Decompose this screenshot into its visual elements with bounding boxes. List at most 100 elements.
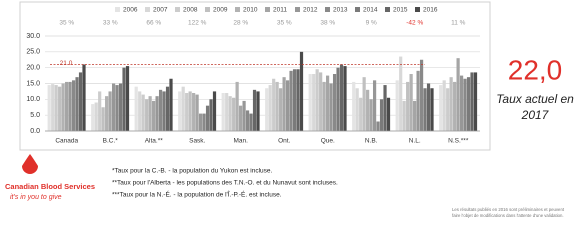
bar [399,56,403,132]
bar [466,77,471,131]
bar [292,69,297,131]
bar [279,88,283,131]
bar [212,91,217,131]
legend-swatch [265,7,270,12]
bar [78,72,83,131]
bar [446,88,450,131]
bar [162,91,166,131]
bar [47,85,51,131]
bar [362,77,366,131]
y-tick-label: 30.0 [26,33,40,40]
bar [232,97,236,131]
bar [181,86,185,131]
bar [122,67,126,131]
legend-swatch [325,7,330,12]
bar [413,100,417,131]
x-tick-label: Sask. [189,138,205,145]
bar [376,121,380,131]
bar [169,78,173,131]
bar [242,100,246,131]
legend-swatch [205,7,210,12]
logo-tagline: it's in you to give [10,194,62,201]
bar [395,80,399,131]
bar [329,83,333,131]
bar [91,104,95,131]
bar [101,107,105,131]
bar [430,88,434,131]
bar [225,93,229,131]
bar [449,77,453,131]
bar [470,72,474,131]
legend-label: 2012 [303,7,318,14]
bar [148,96,152,131]
bar [68,81,72,131]
bar [308,74,312,131]
bar [453,81,457,131]
bar [115,85,119,131]
bar [339,64,344,131]
bar [205,105,210,131]
bar [332,74,337,131]
bar [61,83,65,131]
bar [386,97,391,131]
bar [235,81,239,131]
bar [419,59,424,131]
bar [275,81,279,131]
bar [355,88,359,131]
bar [54,85,58,131]
bar [456,58,460,131]
bar [82,64,86,131]
bar [383,85,387,131]
bar [289,70,293,131]
logo-name: Canadian Blood Services [5,182,95,191]
bar [188,91,192,131]
bar [178,91,182,131]
legend-swatch [175,7,180,12]
growth-label: 66 % [146,20,161,27]
legend-label: 2013 [333,7,348,14]
x-tick-label: B.C.* [103,138,119,145]
bar [352,81,356,131]
bar [192,93,196,131]
bar [94,102,98,131]
bar [272,78,276,131]
bar [158,89,163,131]
bar [252,89,257,131]
growth-label: 9 % [366,20,377,27]
bar [75,77,79,131]
current-rate: 22,0 [508,54,563,85]
bar [145,99,149,131]
bar [111,83,116,131]
y-tick-label: 10.0 [26,96,40,103]
bar [125,66,130,131]
bar [239,105,243,131]
bar [439,85,443,131]
legend-label: 2016 [423,7,438,14]
x-tick-label: Canada [55,138,78,145]
x-tick-label: Alta.** [145,138,164,145]
bar [369,99,373,131]
growth-label: 28 % [233,20,248,27]
bar [152,100,156,131]
legend-swatch [355,7,360,12]
legend-swatch [415,7,420,12]
bar [198,113,203,131]
bar [265,88,269,131]
bar [402,100,406,131]
legend-label: 2009 [213,7,228,14]
y-tick-label: 0.0 [30,128,40,135]
bar [228,96,232,131]
bar [58,86,62,131]
page: 22,0 Taux actuel en 2017 Canadian Blood … [5,1,574,218]
reference-label: 21.0 [60,60,73,67]
footnote: **Taux pour l'Alberta - les populations … [112,180,338,187]
bar [296,69,300,131]
bar [463,78,467,131]
bar [312,74,316,131]
x-tick-label: Ont. [278,138,290,145]
x-tick-label: N.B. [365,138,378,145]
legend-label: 2010 [243,7,258,14]
bar [366,89,370,131]
bar [426,83,431,131]
growth-label: 35 % [59,20,74,27]
